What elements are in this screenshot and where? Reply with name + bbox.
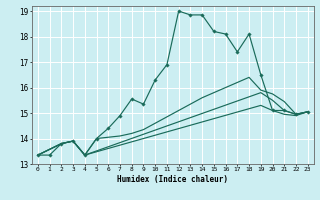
X-axis label: Humidex (Indice chaleur): Humidex (Indice chaleur): [117, 175, 228, 184]
